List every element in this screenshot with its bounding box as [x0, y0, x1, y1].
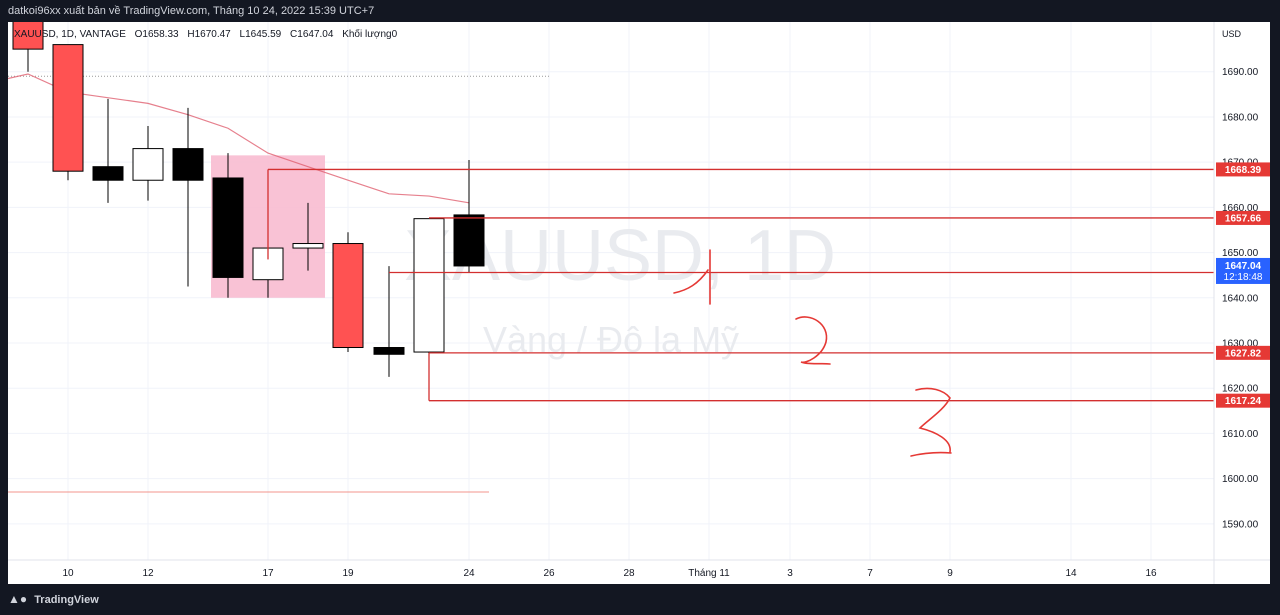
candle-body — [212, 177, 244, 278]
time-tick-label: 28 — [623, 568, 635, 579]
high-value: H1670.47 — [187, 29, 231, 40]
price-tick-label: 1610.00 — [1222, 429, 1259, 440]
time-tick-label: 3 — [787, 568, 793, 579]
publish-info-text: datkoi96xx xuất bản về TradingView.com, … — [8, 5, 375, 17]
chart-background — [8, 22, 1270, 584]
candle — [172, 107, 204, 287]
candle-body — [413, 218, 445, 353]
publish-info-bar: datkoi96xx xuất bản về TradingView.com, … — [0, 0, 1280, 22]
candle — [332, 232, 364, 353]
price-tick-label: 1640.00 — [1222, 293, 1259, 304]
price-level-tag — [1216, 393, 1270, 408]
price-chart[interactable]: XAUUSD, 1D Vàng / Đô la Mỹ USD 1590.0016… — [8, 22, 1270, 584]
symbol-info-legend: XAUUSD, 1D, VANTAGE O1658.33 H1670.47 L1… — [14, 29, 403, 40]
price-axis: USD 1590.001600.001610.001620.001630.001… — [8, 22, 1270, 584]
candle — [12, 22, 44, 72]
annotation-number-1 — [673, 249, 711, 305]
candle-body — [332, 243, 364, 349]
time-tick-label: Tháng 11 — [688, 568, 730, 579]
time-tick-label: 26 — [543, 568, 555, 579]
candle — [413, 218, 445, 400]
chart-marks — [8, 22, 1214, 493]
time-tick-label: 14 — [1065, 568, 1077, 579]
time-tick-label: 9 — [947, 568, 953, 579]
footer-logo-text[interactable]: TradingView — [34, 594, 99, 606]
price-level-tag — [1216, 210, 1270, 225]
volume-value: Khối lượng0 — [342, 29, 398, 40]
last-price-tag — [1216, 257, 1270, 284]
footer-bar: ▲● TradingView — [0, 584, 1280, 614]
countdown-label: 12:18:48 — [1224, 272, 1263, 283]
time-tick-label: 24 — [463, 568, 475, 579]
price-tick-label: 1660.00 — [1222, 203, 1259, 214]
candle-body — [373, 347, 405, 355]
price-level-label: 1627.82 — [1225, 348, 1262, 359]
time-tick-label: 7 — [867, 568, 873, 579]
candle-body — [12, 22, 44, 50]
price-tick-label: 1600.00 — [1222, 474, 1259, 485]
price-level-label: 1668.39 — [1225, 165, 1262, 176]
open-value: O1658.33 — [134, 29, 179, 40]
price-level-tag — [1216, 162, 1270, 177]
time-tick-label: 19 — [342, 568, 354, 579]
candle-body — [172, 148, 204, 181]
currency-label: USD — [1222, 29, 1242, 39]
candle-body — [132, 148, 164, 181]
price-tick-label: 1690.00 — [1222, 67, 1259, 78]
close-value: C1647.04 — [290, 29, 334, 40]
price-tick-label: 1620.00 — [1222, 384, 1259, 395]
candle — [92, 98, 124, 203]
low-value: L1645.59 — [239, 29, 282, 40]
symbol-name[interactable]: XAUUSD, 1D, VANTAGE — [14, 29, 126, 40]
price-level-label: 1657.66 — [1225, 213, 1262, 224]
candle — [453, 160, 485, 273]
chart-frame[interactable]: XAUUSD, 1D Vàng / Đô la Mỹ USD 1590.00 16… — [8, 22, 1270, 584]
candle-body — [92, 166, 124, 181]
time-tick-label: 12 — [142, 568, 154, 579]
candle-body — [52, 44, 84, 172]
time-tick-label: 10 — [62, 568, 74, 579]
price-tick-label: 1590.00 — [1222, 519, 1259, 530]
candle — [292, 202, 324, 271]
price-tick-label: 1630.00 — [1222, 338, 1259, 349]
candle — [52, 44, 84, 181]
price-tick-label: 1680.00 — [1222, 112, 1259, 123]
price-tick-label: 1650.00 — [1222, 248, 1259, 259]
hand-drawn-annotations — [673, 249, 952, 457]
last-price-label: 1647.04 — [1225, 261, 1262, 272]
candle — [132, 125, 164, 201]
candle — [373, 266, 405, 377]
price-level-tag — [1216, 345, 1270, 360]
annotation-number-3 — [910, 387, 952, 457]
candle — [212, 153, 244, 298]
tradingview-logo-icon[interactable]: ▲● — [8, 592, 28, 606]
watermark-description: Vàng / Đô la Mỹ — [483, 319, 739, 360]
candle-body — [292, 243, 324, 249]
price-level-label: 1617.24 — [1225, 396, 1262, 407]
time-tick-label: 16 — [1145, 568, 1157, 579]
time-tick-label: 17 — [262, 568, 274, 579]
annotation-number-2 — [795, 316, 831, 365]
candle-body — [453, 214, 485, 267]
